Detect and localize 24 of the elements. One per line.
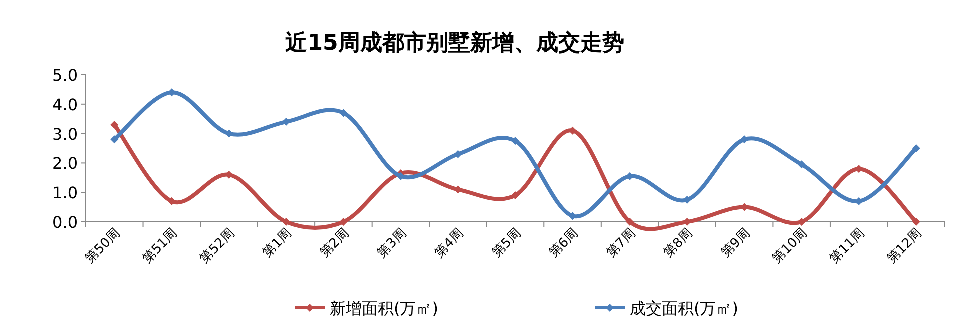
x-tick-label: 第2周 xyxy=(318,226,353,262)
x-tick-label: 第52周 xyxy=(197,226,238,267)
x-tick-label: 第50周 xyxy=(82,226,124,267)
y-tick-label: 0.0 xyxy=(52,213,78,232)
x-tick-label: 第8周 xyxy=(661,226,696,262)
legend-label: 新增面积(万㎡) xyxy=(330,299,438,318)
y-tick-label: 3.0 xyxy=(52,124,78,144)
y-tick-label: 5.0 xyxy=(52,66,78,85)
x-tick-label: 第11周 xyxy=(827,226,868,267)
x-tick-label: 第4周 xyxy=(432,226,468,262)
x-tick-label: 第9周 xyxy=(718,226,754,262)
x-tick-label: 第1周 xyxy=(260,226,296,262)
x-tick-label: 第5周 xyxy=(489,226,524,262)
x-tick-label: 第51周 xyxy=(140,226,181,267)
y-tick-label: 4.0 xyxy=(52,95,78,114)
chart-title: 近15周成都市别墅新增、成交走势 xyxy=(284,30,624,56)
y-tick-label: 1.0 xyxy=(52,184,78,203)
x-tick-label: 第10周 xyxy=(770,226,811,267)
legend-label: 成交面积(万㎡) xyxy=(630,299,738,318)
y-tick-label: 2.0 xyxy=(52,154,78,174)
x-tick-label: 第3周 xyxy=(374,226,410,262)
x-tick-label: 第12周 xyxy=(884,226,926,267)
x-tick-label: 第6周 xyxy=(546,226,582,262)
x-tick-label: 第7周 xyxy=(604,226,639,262)
